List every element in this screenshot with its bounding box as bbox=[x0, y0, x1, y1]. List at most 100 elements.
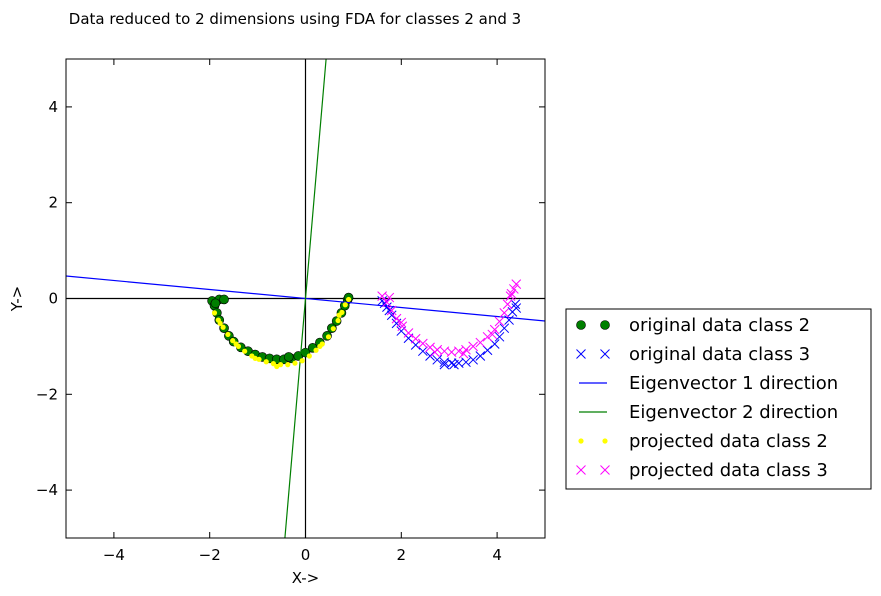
series-5-point-20 bbox=[330, 326, 336, 332]
series-2-point-2-stroke-b bbox=[382, 302, 392, 312]
series-2-point-20-stroke-b bbox=[499, 323, 510, 334]
legend-entry-4: Eigenvector 2 direction bbox=[579, 402, 838, 423]
x-tick-label-4: 2 bbox=[397, 546, 407, 564]
legend-entry-6: projected data class 3 bbox=[576, 460, 828, 481]
y-tick-label-3: 0 bbox=[48, 290, 58, 308]
series-6-point-20 bbox=[499, 308, 510, 318]
series-2-point-27 bbox=[449, 359, 459, 370]
series-6-point-29-stroke-b bbox=[487, 329, 498, 340]
series-2-point-9 bbox=[425, 351, 435, 361]
series-2-point-10 bbox=[432, 354, 443, 365]
series-6-point-30 bbox=[506, 288, 517, 299]
series-2-point-19 bbox=[494, 331, 505, 342]
series-6-point-26 bbox=[396, 317, 407, 328]
series-2-point-27-stroke-b bbox=[449, 359, 459, 370]
series-5-point-12 bbox=[277, 362, 284, 368]
series-2-point-19-stroke-b bbox=[494, 331, 505, 342]
series-2-point-28-stroke-b bbox=[511, 303, 522, 313]
x-tick-label-3: 0 bbox=[301, 546, 311, 564]
series-1-point-28 bbox=[210, 298, 221, 309]
series-5-point-21 bbox=[335, 317, 341, 324]
legend-entry-2-marker-a-stroke-b bbox=[576, 349, 586, 359]
legend-entry-5-marker-a bbox=[578, 438, 584, 444]
series-5-point-28 bbox=[274, 363, 280, 370]
series-6-point-21 bbox=[502, 299, 513, 310]
legend-box bbox=[565, 308, 872, 490]
legend-entry-1-label: original data class 2 bbox=[629, 315, 810, 336]
x-tick-label-5: 4 bbox=[492, 546, 502, 564]
series-5-point-10 bbox=[263, 359, 269, 365]
series-2-point-16-stroke-b bbox=[475, 351, 486, 361]
series-2-point-16 bbox=[475, 351, 486, 361]
series-5-point-29 bbox=[317, 343, 323, 349]
legend-entry-6-marker-b-stroke-b bbox=[600, 465, 610, 475]
series-1-point-27 bbox=[219, 294, 229, 305]
legend-entry-2-marker-a bbox=[576, 349, 586, 359]
y-tick-label-2: −2 bbox=[36, 385, 58, 403]
series-6-point-23-stroke-b bbox=[509, 284, 519, 294]
series-6-point-7-stroke-b bbox=[410, 333, 421, 344]
series-1-point-30 bbox=[283, 352, 294, 362]
series-6-point-27 bbox=[429, 347, 440, 358]
series-5-point-3 bbox=[220, 324, 226, 330]
series-4-line bbox=[284, 59, 327, 538]
legend-entry-6-marker-a bbox=[576, 465, 586, 475]
series-2-point-14 bbox=[461, 357, 471, 368]
x-tick-label-2: −2 bbox=[199, 546, 221, 564]
series-5-point-24 bbox=[346, 296, 352, 303]
series-2-point-25 bbox=[384, 305, 395, 316]
series-6 bbox=[377, 279, 522, 359]
series-5-point-25 bbox=[217, 320, 223, 327]
series-2-point-8-stroke-b bbox=[418, 346, 428, 357]
series-6-point-26-stroke-b bbox=[396, 317, 407, 328]
series-6-point-6-stroke-b bbox=[403, 328, 414, 338]
legend-entry-1: original data class 2 bbox=[576, 315, 810, 336]
plot-area bbox=[66, 59, 545, 538]
series-6-point-4-stroke-b bbox=[391, 313, 402, 324]
series-6-point-6 bbox=[403, 328, 414, 338]
series-5-point-17 bbox=[313, 347, 319, 353]
series-2-point-24-stroke-b bbox=[379, 298, 390, 309]
series-6-point-18 bbox=[489, 324, 500, 335]
series-5-point-15 bbox=[299, 358, 305, 364]
series-6-point-5-stroke-b bbox=[397, 321, 408, 332]
series-5-point-7 bbox=[242, 348, 248, 354]
series-6-point-7 bbox=[410, 333, 421, 344]
series-6-point-9-stroke-b bbox=[425, 342, 435, 353]
series-6-point-22 bbox=[505, 291, 516, 301]
series-5-point-4 bbox=[225, 331, 231, 338]
legend: original data class 2 original data class… bbox=[565, 308, 872, 490]
series-6-point-15-stroke-b bbox=[468, 341, 479, 352]
series-6-point-16 bbox=[475, 337, 486, 348]
series-6-point-24 bbox=[511, 279, 522, 289]
legend-entry-6-label: projected data class 3 bbox=[629, 460, 828, 481]
series-2 bbox=[377, 296, 522, 370]
y-tick-label-1: −4 bbox=[36, 481, 58, 499]
series-6-point-3 bbox=[386, 305, 397, 316]
series-6-point-29 bbox=[487, 329, 498, 340]
series-5-point-14 bbox=[292, 360, 298, 366]
series-5-point-23 bbox=[342, 302, 348, 308]
series-6-point-2-stroke-b bbox=[382, 297, 392, 308]
axis-ticks: −4 −2 0 2 4 −4 −2 0 2 4 bbox=[36, 59, 545, 564]
series-6-point-3-stroke-b bbox=[386, 305, 397, 316]
series-6-point-2 bbox=[382, 297, 392, 308]
series-5-point-1 bbox=[211, 310, 218, 316]
series-2-point-17-stroke-b bbox=[482, 345, 493, 356]
series-2-point-15 bbox=[468, 354, 479, 365]
series-6-point-15 bbox=[468, 341, 479, 352]
series-6-point-19 bbox=[494, 316, 505, 327]
series-2-point-12-stroke-b bbox=[446, 358, 457, 369]
legend-entry-5-marker-b bbox=[602, 438, 608, 444]
legend-entry-6-marker-b bbox=[600, 465, 610, 475]
series-6-point-8 bbox=[418, 338, 428, 349]
series-6-point-28 bbox=[458, 348, 469, 359]
legend-entry-1-marker-b bbox=[600, 320, 610, 330]
series-6-point-27-stroke-b bbox=[429, 347, 440, 358]
series-6-point-12-stroke-b bbox=[446, 347, 457, 358]
series-6-point-21-stroke-b bbox=[502, 299, 513, 310]
series-2-point-23 bbox=[510, 299, 521, 310]
series-2-point-10-stroke-b bbox=[432, 354, 443, 365]
series-4 bbox=[284, 59, 327, 538]
series-6-point-22-stroke-b bbox=[505, 291, 516, 301]
